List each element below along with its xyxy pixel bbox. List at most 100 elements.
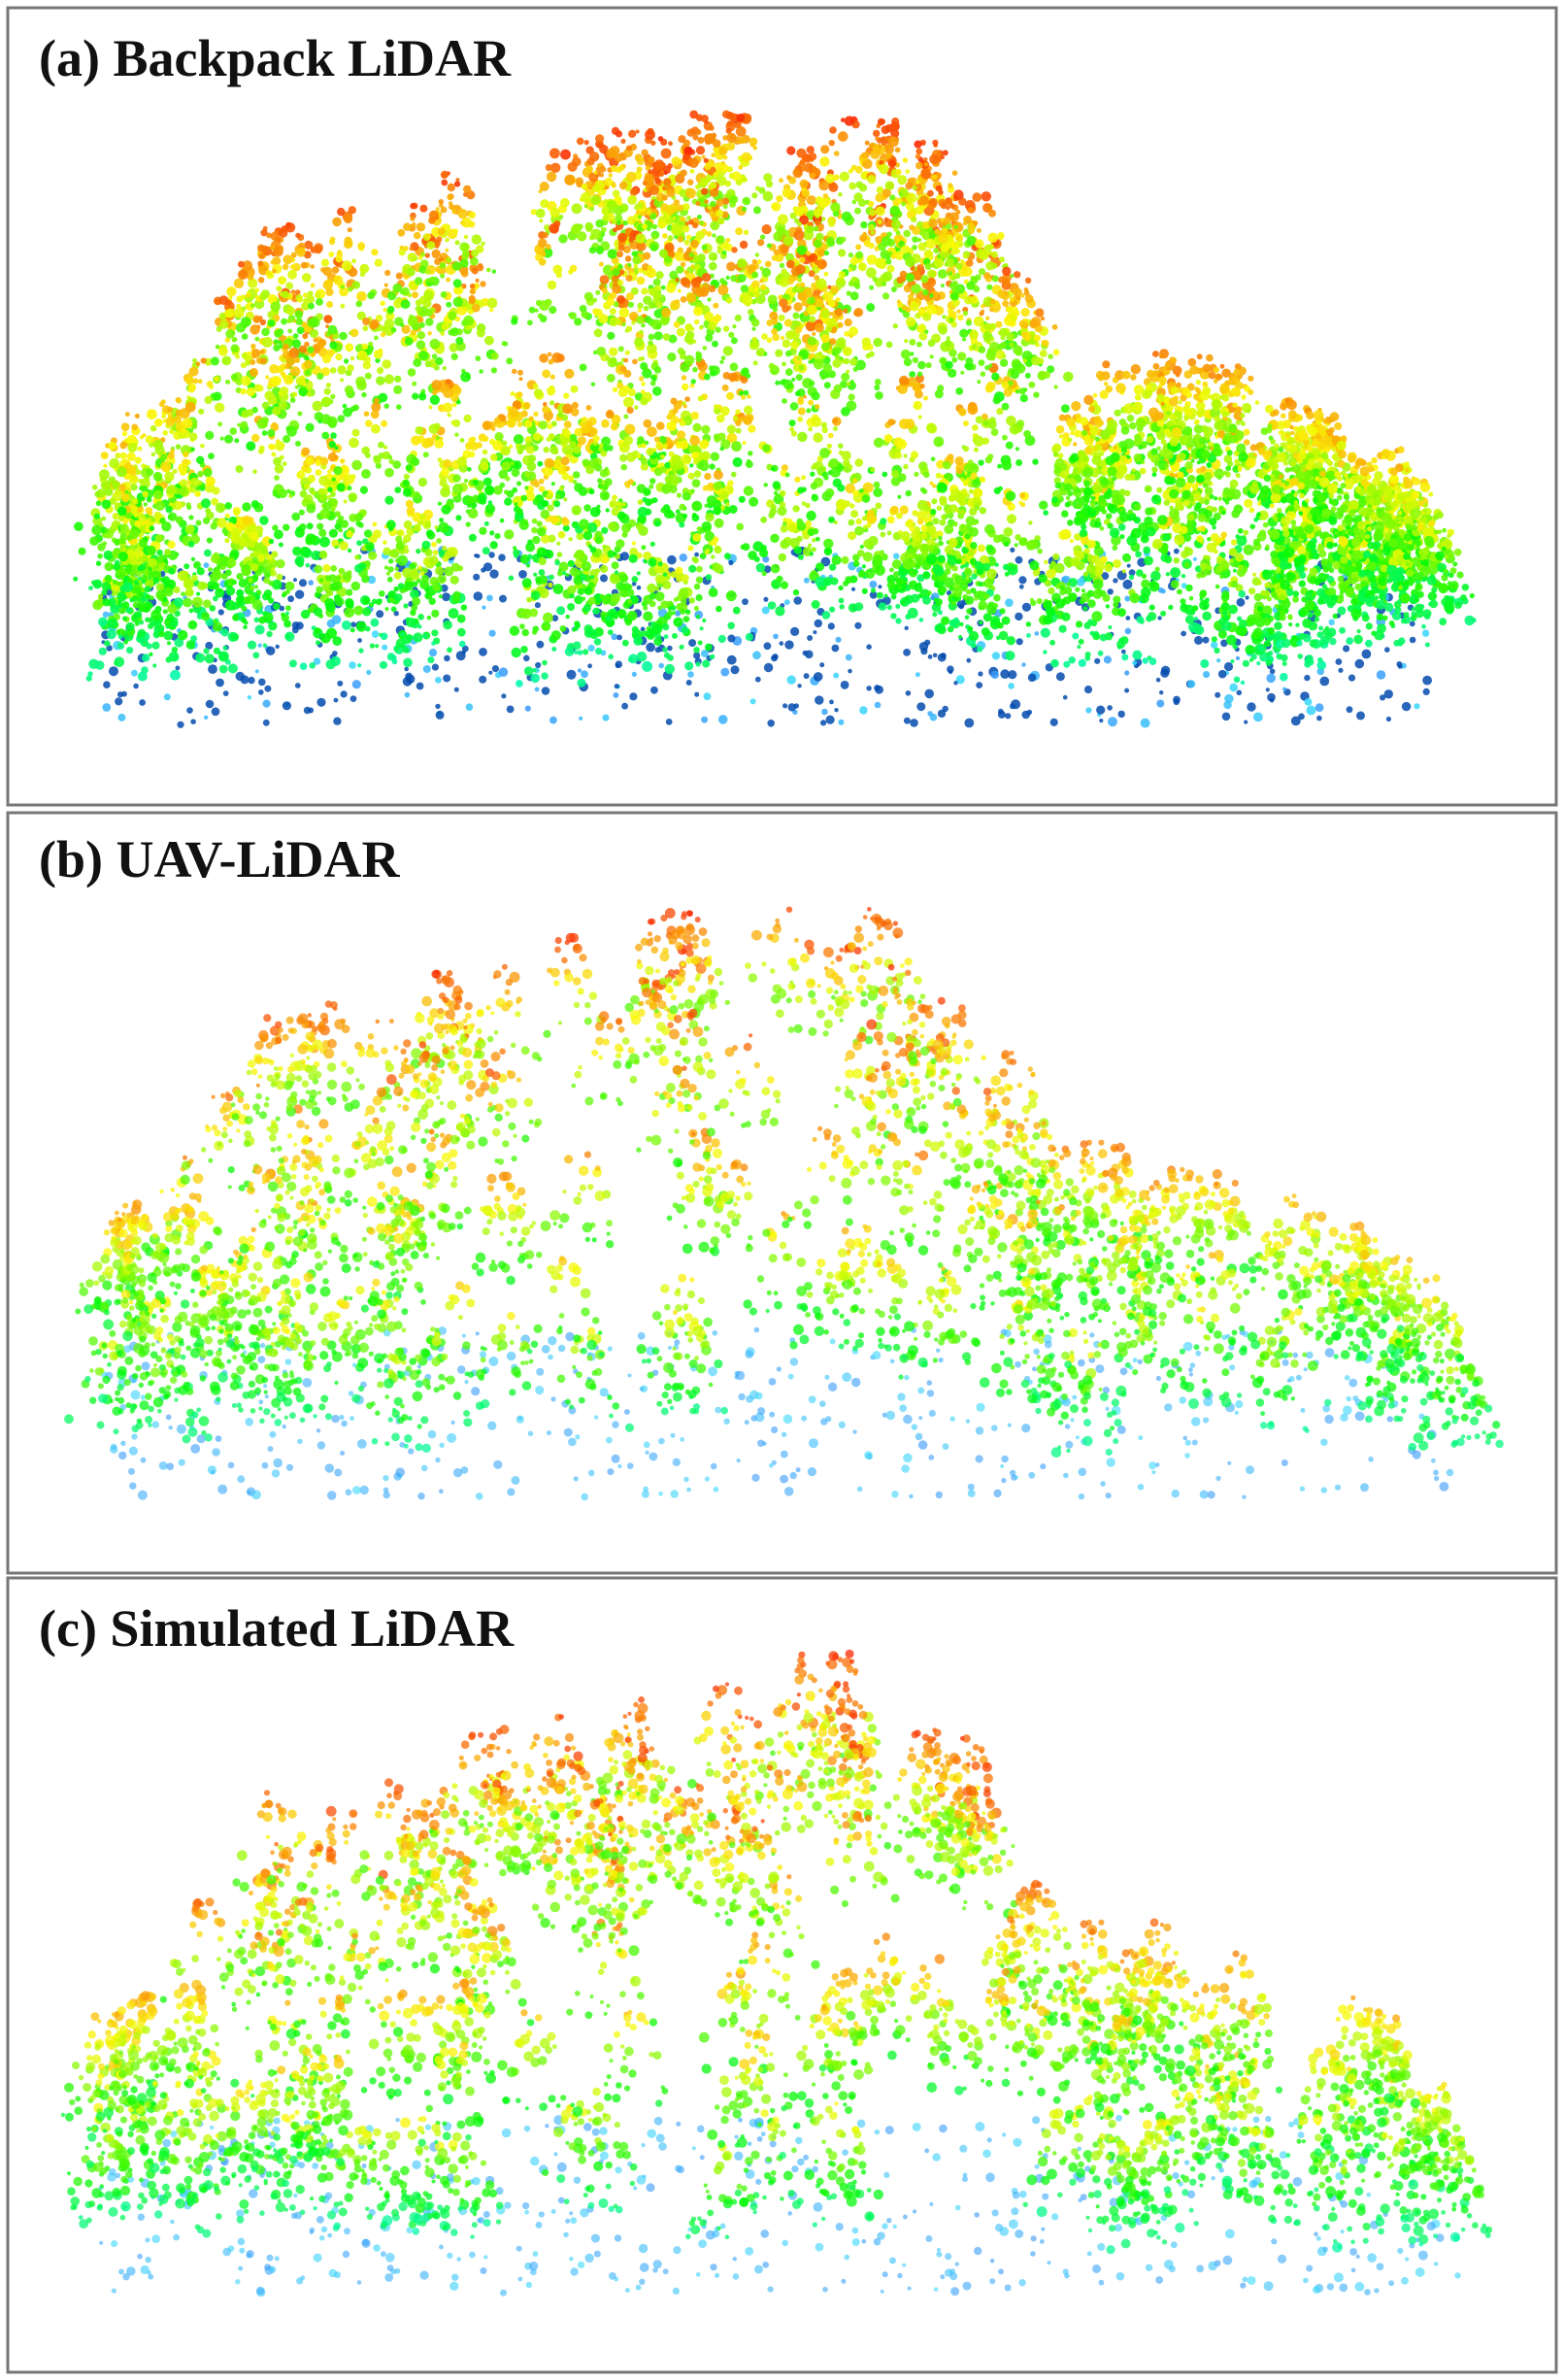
lidar-point [937, 709, 947, 719]
lidar-point [848, 668, 852, 674]
lidar-point [1048, 587, 1055, 595]
lidar-point [1219, 383, 1230, 393]
lidar-point [498, 553, 506, 561]
lidar-point [811, 547, 816, 553]
lidar-point [819, 662, 825, 668]
lidar-point [1223, 700, 1232, 710]
lidar-point [380, 331, 386, 338]
lidar-point [403, 603, 409, 609]
lidar-point [690, 411, 699, 420]
lidar-point [979, 311, 984, 317]
lidar-point [924, 688, 934, 699]
lidar-point [941, 514, 946, 520]
lidar-point [886, 530, 892, 536]
lidar-point [121, 690, 127, 697]
lidar-point [393, 611, 399, 617]
lidar-point [1339, 489, 1345, 495]
lidar-point [1043, 650, 1048, 654]
lidar-point [357, 638, 362, 643]
lidar-point [1281, 661, 1287, 666]
lidar-point [602, 544, 608, 550]
lidar-point [767, 601, 777, 610]
lidar-point [453, 687, 459, 692]
lidar-point [674, 610, 682, 617]
lidar-point [651, 623, 663, 635]
lidar-point [854, 207, 861, 215]
lidar-point [362, 325, 369, 332]
lidar-point [1173, 548, 1180, 554]
lidar-point [694, 691, 700, 697]
lidar-point [147, 409, 157, 419]
lidar-point [991, 372, 1000, 382]
lidar-point [1422, 687, 1430, 696]
lidar-point [343, 358, 349, 364]
lidar-point [1253, 712, 1263, 722]
lidar-point [795, 374, 803, 382]
lidar-point [704, 643, 713, 652]
lidar-point [205, 641, 214, 650]
lidar-point [1236, 443, 1247, 453]
lidar-point [694, 552, 699, 557]
lidar-point [985, 351, 996, 361]
lidar-point [1125, 616, 1131, 620]
lidar-point [490, 367, 497, 374]
lidar-point [782, 521, 787, 526]
lidar-point [383, 540, 387, 545]
lidar-point [309, 662, 316, 669]
lidar-point [645, 129, 655, 141]
lidar-point [1409, 620, 1415, 627]
lidar-point [1287, 615, 1293, 620]
lidar-point [345, 343, 354, 352]
lidar-point [211, 707, 220, 717]
lidar-point [491, 665, 499, 673]
lidar-point [1117, 710, 1125, 719]
lidar-point [792, 588, 800, 596]
lidar-point [1175, 372, 1181, 378]
lidar-point [164, 549, 172, 556]
lidar-point [995, 320, 1003, 328]
lidar-point [1151, 472, 1157, 478]
lidar-point [1288, 622, 1293, 627]
lidar-point [393, 385, 403, 394]
lidar-point [1313, 410, 1324, 421]
lidar-point [963, 331, 968, 336]
lidar-point [329, 367, 337, 374]
lidar-point [929, 481, 934, 486]
lidar-point [489, 569, 499, 579]
lidar-point [919, 384, 925, 389]
lidar-point [1010, 703, 1015, 710]
lidar-point [641, 149, 649, 156]
lidar-point [337, 415, 346, 423]
lidar-point [667, 554, 677, 565]
lidar-point [772, 654, 779, 660]
lidar-point [262, 699, 271, 708]
lidar-point [247, 695, 252, 700]
lidar-point [833, 174, 840, 181]
lidar-point [752, 541, 764, 553]
lidar-point [261, 327, 270, 337]
lidar-point [102, 611, 110, 618]
lidar-point [324, 316, 332, 322]
lidar-point [339, 331, 348, 341]
lidar-point [1348, 550, 1353, 555]
lidar-point [539, 218, 544, 223]
lidar-point [912, 356, 919, 364]
lidar-point [441, 322, 449, 331]
lidar-point [190, 719, 196, 724]
lidar-point [380, 300, 385, 307]
lidar-point [762, 444, 771, 453]
lidar-point [435, 356, 444, 366]
lidar-point [567, 559, 575, 568]
lidar-point [1264, 582, 1271, 588]
lidar-point [1196, 353, 1203, 360]
lidar-point [966, 657, 972, 663]
lidar-point [192, 378, 199, 385]
lidar-point [752, 651, 761, 660]
lidar-point [533, 572, 538, 577]
lidar-point [576, 137, 584, 146]
lidar-point [291, 339, 301, 349]
lidar-point [855, 244, 862, 251]
lidar-point [673, 617, 683, 627]
lidar-point [1280, 672, 1288, 682]
lidar-point [1005, 441, 1014, 450]
